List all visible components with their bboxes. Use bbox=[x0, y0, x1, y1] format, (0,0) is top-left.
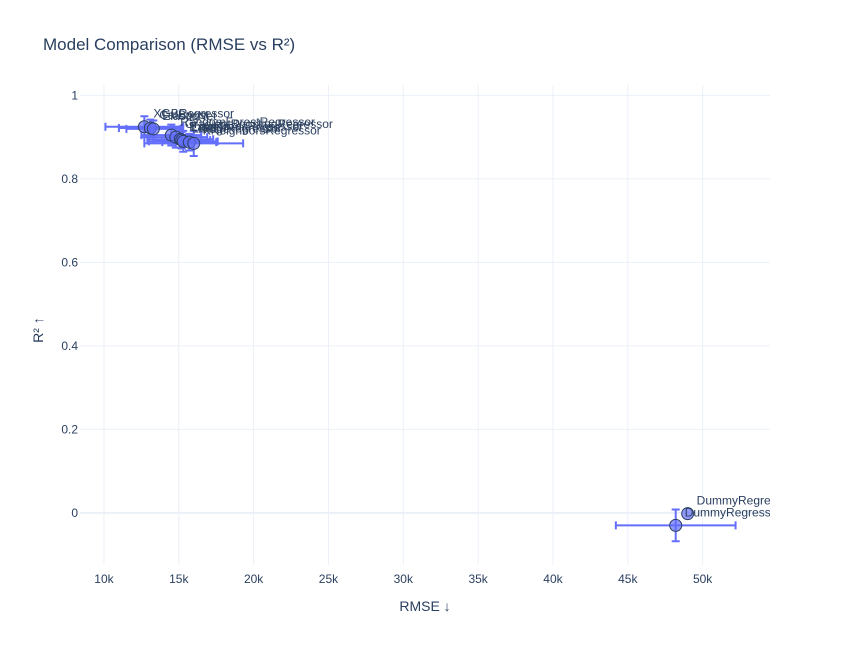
y-tick-label: 0.4 bbox=[61, 339, 78, 353]
data-point-label: DummyRegressor bbox=[697, 494, 794, 508]
data-point bbox=[669, 518, 683, 532]
x-tick-label: 15k bbox=[169, 572, 189, 586]
y-axis-ticks: 0 0.2 0.4 0.6 0.8 1 bbox=[61, 88, 78, 519]
data-point-label: ExtraTreesRegressor bbox=[189, 119, 303, 133]
data-point-label: GradientBoostingRegressor bbox=[185, 117, 333, 131]
data-point-label: KNeighborsRegressor bbox=[203, 123, 321, 137]
error-bars bbox=[104, 115, 737, 543]
x-tick-label: 50k bbox=[693, 572, 713, 586]
chart-title: Model Comparison (RMSE vs R²) bbox=[43, 35, 295, 54]
x-tick-label: 20k bbox=[244, 572, 264, 586]
x-tick-label: 35k bbox=[468, 572, 488, 586]
data-point-label: DummyRegressor bbox=[685, 505, 782, 519]
data-point-label: XGBRegressor bbox=[153, 107, 234, 121]
x-axis-title: RMSE ↓ bbox=[399, 598, 450, 614]
data-point-label: Ridge bbox=[198, 122, 230, 136]
markers bbox=[137, 120, 695, 532]
data-point-label: CatBoost bbox=[159, 108, 209, 122]
y-tick-label: 1 bbox=[71, 88, 78, 102]
y-tick-label: 0.8 bbox=[61, 172, 78, 186]
x-tick-label: 30k bbox=[394, 572, 414, 586]
data-point-label: ElasticNet bbox=[162, 109, 217, 123]
x-tick-label: 25k bbox=[319, 572, 339, 586]
data-point-label: Lasso bbox=[191, 120, 223, 134]
y-tick-label: 0.2 bbox=[61, 422, 78, 436]
point-labels: XGBRegressorCatBoostElasticNetRandomFore… bbox=[153, 107, 794, 520]
x-axis-ticks: 10k 15k 20k 25k 30k 35k 40k 45k 50k bbox=[94, 572, 713, 586]
x-tick-label: 40k bbox=[543, 572, 563, 586]
data-point-label: LGBMRegressor bbox=[192, 121, 281, 135]
y-tick-label: 0.6 bbox=[61, 255, 78, 269]
y-axis-title: R² ↑ bbox=[30, 317, 46, 343]
data-point bbox=[146, 122, 160, 136]
x-tick-label: 10k bbox=[94, 572, 114, 586]
data-point bbox=[681, 507, 695, 521]
y-tick-label: 0 bbox=[71, 506, 78, 520]
data-point-label: RandomForestRegressor bbox=[180, 115, 315, 129]
data-point bbox=[187, 136, 201, 150]
grid bbox=[80, 85, 770, 565]
x-tick-label: 45k bbox=[618, 572, 638, 586]
